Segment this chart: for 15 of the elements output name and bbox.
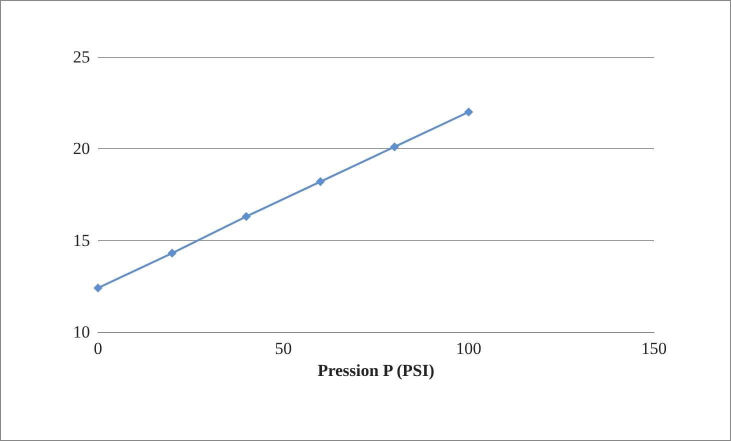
point [168, 248, 177, 258]
y-tick-label: 10 [73, 322, 90, 342]
y-tick-label: 20 [73, 139, 90, 158]
x-tick-label: 100 [456, 339, 482, 358]
point [242, 212, 251, 221]
x-tick-label: 0 [94, 339, 102, 358]
point [390, 142, 400, 152]
point [94, 284, 102, 292]
x-axis-title: Pression P (PSI) [318, 361, 434, 380]
x-tick-label: 150 [641, 339, 667, 358]
x-tick-label: 50 [274, 339, 292, 358]
point [464, 108, 474, 116]
point [316, 177, 325, 186]
y-tick-label: 15 [73, 230, 90, 250]
y-tick-label: 25 [73, 48, 90, 66]
